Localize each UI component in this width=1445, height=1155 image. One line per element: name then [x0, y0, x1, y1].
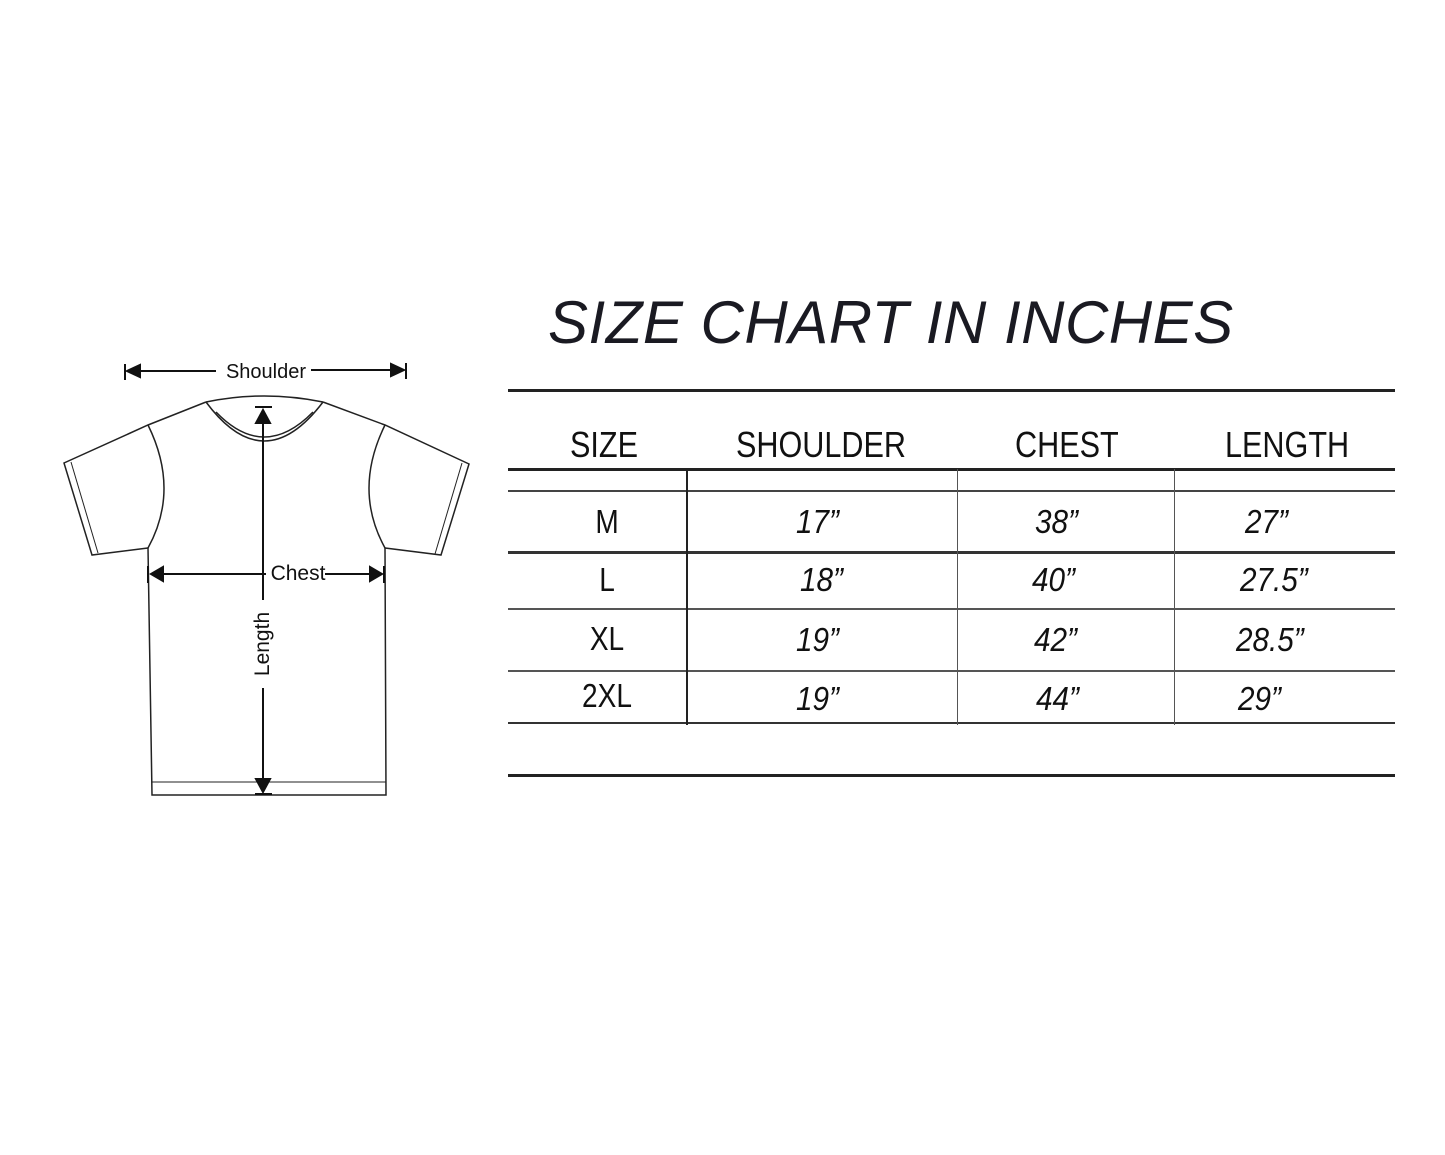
chest-arrow	[147, 565, 385, 583]
cell-chest: 44”	[1036, 680, 1079, 717]
cell-length: 29”	[1238, 680, 1281, 717]
tshirt-outline	[63, 395, 470, 796]
length-arrow	[254, 406, 272, 795]
cell-size: M	[595, 503, 619, 540]
cell-length: 27”	[1245, 503, 1288, 540]
table-rule	[508, 490, 1395, 492]
length-label: Length	[251, 612, 274, 676]
table-rule	[508, 608, 1395, 610]
shoulder-arrow	[124, 362, 407, 380]
table-rule	[508, 670, 1395, 672]
header-shoulder: SHOULDER	[736, 424, 907, 465]
cell-length: 28.5”	[1236, 621, 1304, 658]
chest-label: Chest	[271, 562, 326, 585]
cell-size: XL	[589, 620, 625, 657]
table-rule	[508, 774, 1395, 777]
header-size: SIZE	[570, 424, 639, 465]
header-length: LENGTH	[1225, 424, 1350, 465]
table-column-rule	[957, 469, 958, 725]
tshirt-diagram: Shoulder Chest Length	[63, 361, 470, 796]
table-rule	[508, 551, 1395, 554]
table-column-rule	[1174, 469, 1175, 725]
cell-size: L	[599, 561, 615, 598]
cell-shoulder: 19”	[796, 680, 839, 717]
cell-chest: 38”	[1035, 503, 1078, 540]
cell-size: 2XL	[582, 677, 632, 714]
table-column-rule	[686, 469, 688, 725]
table-rule	[508, 722, 1395, 724]
cell-chest: 40”	[1032, 561, 1075, 598]
page-title: SIZE CHART IN INCHES	[548, 289, 1234, 356]
cell-chest: 42”	[1034, 621, 1077, 658]
header-chest: CHEST	[1015, 424, 1119, 465]
cell-length: 27.5”	[1240, 561, 1308, 598]
cell-shoulder: 17”	[796, 503, 839, 540]
cell-shoulder: 19”	[796, 621, 839, 658]
table-rule	[508, 468, 1395, 471]
table-rule	[508, 389, 1395, 392]
shoulder-label: Shoulder	[226, 361, 306, 383]
cell-shoulder: 18”	[800, 561, 843, 598]
